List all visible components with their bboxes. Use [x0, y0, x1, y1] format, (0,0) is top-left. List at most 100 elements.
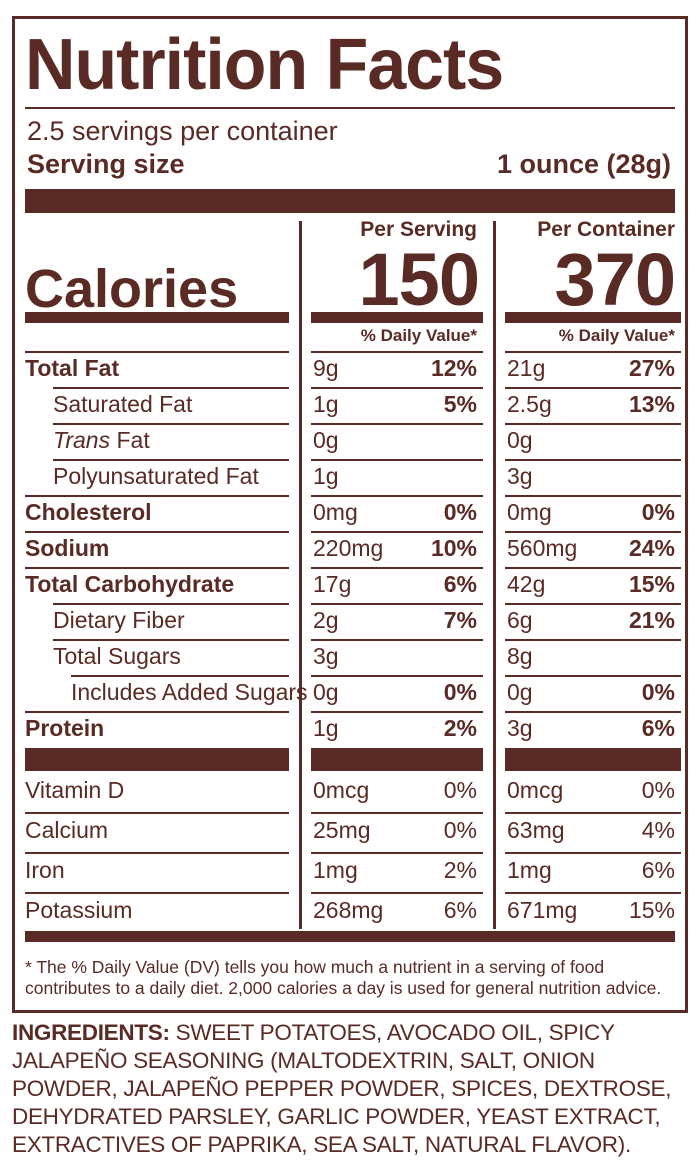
row-rule-serving-cholesterol	[311, 495, 483, 497]
serving-dv-sodium: 10%	[430, 535, 477, 561]
per-serving-header: Per Serving	[360, 218, 477, 241]
row-rule-trans-fat	[53, 423, 289, 425]
vitamin-serving-amount-calcium: 25mg	[313, 817, 371, 843]
container-amount-sodium: 560mg	[507, 535, 578, 561]
per-container-header: Per Container	[537, 218, 675, 241]
container-amount-protein: 3g	[507, 715, 533, 741]
row-rule-container-total-carbohydrate	[505, 567, 681, 569]
row-rule-container-saturated-fat	[505, 387, 681, 389]
vitamin-bar-right	[505, 748, 681, 771]
row-rule-includes-added-sugars	[71, 675, 289, 677]
serving-dv-total-carbohydrate: 6%	[443, 571, 477, 597]
nutrient-name-text: Polyunsaturated Fat	[53, 463, 259, 489]
row-rule-total-carbohydrate	[25, 567, 289, 569]
nutrient-name-text: Includes Added Sugars	[71, 679, 308, 705]
nutrient-name-text: Total Fat	[25, 355, 120, 381]
container-amount-polyunsaturated-fat: 3g	[507, 463, 533, 489]
container-dv-protein: 6%	[641, 715, 675, 741]
row-rule-total-sugars	[53, 639, 289, 641]
vitamin-name-calcium: Calcium	[25, 817, 109, 843]
serving-amount-includes-added-sugars: 0g	[313, 679, 339, 705]
nutrient-name-sodium: Sodium	[25, 533, 109, 563]
vitamin-container-dv-potassium: 15%	[628, 897, 675, 923]
calories-bar-left	[25, 312, 289, 323]
row-rule-container-polyunsaturated-fat	[505, 459, 681, 461]
calories-bar-mid	[311, 312, 483, 323]
row-rule-polyunsaturated-fat	[53, 459, 289, 461]
serving-amount-dietary-fiber: 2g	[313, 607, 339, 633]
row-rule-container-sodium	[505, 531, 681, 533]
nutrient-name-saturated-fat: Saturated Fat	[53, 389, 192, 419]
row-rule-container-dietary-fiber	[505, 603, 681, 605]
nutrient-name-text: Fat	[110, 427, 150, 453]
nutrient-name-total-sugars: Total Sugars	[53, 641, 181, 671]
row-rule-dietary-fiber	[53, 603, 289, 605]
row-rule-container-includes-added-sugars	[505, 675, 681, 677]
serving-dv-protein: 2%	[443, 715, 477, 741]
container-dv-total-fat: 27%	[628, 355, 675, 381]
row-rule-total-fat	[25, 351, 289, 353]
container-amount-cholesterol: 0mg	[507, 499, 552, 525]
vitamin-serving-dv-iron: 2%	[443, 857, 477, 883]
container-dv-dietary-fiber: 21%	[628, 607, 675, 633]
nutrient-name-protein: Protein	[25, 713, 104, 743]
container-amount-total-sugars: 8g	[507, 643, 533, 669]
vitamin-container-amount-iron: 1mg	[507, 857, 552, 883]
daily-value-header-serving: % Daily Value*	[360, 326, 477, 345]
row-rule-serving-protein	[311, 711, 483, 713]
serving-dv-total-fat: 12%	[430, 355, 477, 381]
row-rule-serving-sodium	[311, 531, 483, 533]
vitamin-container-amount-calcium: 63mg	[507, 817, 565, 843]
nutrition-facts-title: Nutrition Facts	[25, 25, 504, 105]
serving-size-value: 1 ounce (28g)	[496, 149, 671, 179]
column-divider-left	[299, 221, 302, 929]
vitamin-container-amount-vitamin-d: 0mcg	[507, 777, 564, 803]
vit-rule-serving-potassium	[311, 892, 483, 894]
container-amount-total-carbohydrate: 42g	[507, 571, 546, 597]
nutrient-name-italic: Trans	[53, 427, 111, 453]
calories-per-serving: 150	[358, 238, 480, 321]
row-rule-serving-includes-added-sugars	[311, 675, 483, 677]
container-dv-saturated-fat: 13%	[628, 391, 675, 417]
nutrient-name-dietary-fiber: Dietary Fiber	[53, 605, 185, 635]
row-rule-saturated-fat	[53, 387, 289, 389]
vit-rule-container-iron	[505, 852, 681, 854]
row-rule-serving-total-fat	[311, 351, 483, 353]
row-rule-serving-total-carbohydrate	[311, 567, 483, 569]
row-rule-container-total-sugars	[505, 639, 681, 641]
vit-rule-container-calcium	[505, 812, 681, 814]
row-rule-serving-dietary-fiber	[311, 603, 483, 605]
serving-dv-cholesterol: 0%	[443, 499, 477, 525]
container-dv-sodium: 24%	[628, 535, 675, 561]
serving-size-label: Serving size	[27, 149, 185, 179]
nutrient-name-text: Saturated Fat	[53, 391, 193, 417]
serving-amount-trans-fat: 0g	[313, 427, 339, 453]
vitamin-serving-amount-iron: 1mg	[313, 857, 358, 883]
row-rule-serving-polyunsaturated-fat	[311, 459, 483, 461]
vitamin-bar-left	[25, 748, 289, 771]
nutrient-name-trans-fat: Trans Fat	[53, 425, 150, 455]
title-divider	[25, 107, 675, 109]
nutrient-name-text: Total Sugars	[53, 643, 181, 669]
vitamin-serving-amount-vitamin-d: 0mcg	[313, 777, 370, 803]
serving-amount-polyunsaturated-fat: 1g	[313, 463, 339, 489]
daily-value-footnote: * The % Daily Value (DV) tells you how m…	[25, 957, 662, 998]
nutrient-name-includes-added-sugars: Includes Added Sugars	[71, 677, 308, 707]
serving-amount-protein: 1g	[313, 715, 339, 741]
nutrient-name-total-carbohydrate: Total Carbohydrate	[25, 569, 234, 599]
container-amount-saturated-fat: 2.5g	[507, 391, 552, 417]
vitamin-name-iron: Iron	[25, 857, 65, 883]
vit-rule-calcium	[25, 812, 289, 814]
serving-dv-saturated-fat: 5%	[443, 391, 477, 417]
row-rule-serving-total-sugars	[311, 639, 483, 641]
serving-dv-includes-added-sugars: 0%	[443, 679, 477, 705]
container-dv-cholesterol: 0%	[641, 499, 675, 525]
calories-per-container: 370	[554, 238, 676, 321]
serving-amount-total-fat: 9g	[313, 355, 339, 381]
vitamin-serving-dv-potassium: 6%	[443, 897, 477, 923]
vit-rule-iron	[25, 852, 289, 854]
serving-dv-dietary-fiber: 7%	[443, 607, 477, 633]
calories-bar-right	[505, 312, 681, 323]
ingredients-text: SWEET POTATOES, AVOCADO OIL, SPICY JALAP…	[12, 1020, 672, 1157]
nutrient-name-total-fat: Total Fat	[25, 353, 119, 383]
